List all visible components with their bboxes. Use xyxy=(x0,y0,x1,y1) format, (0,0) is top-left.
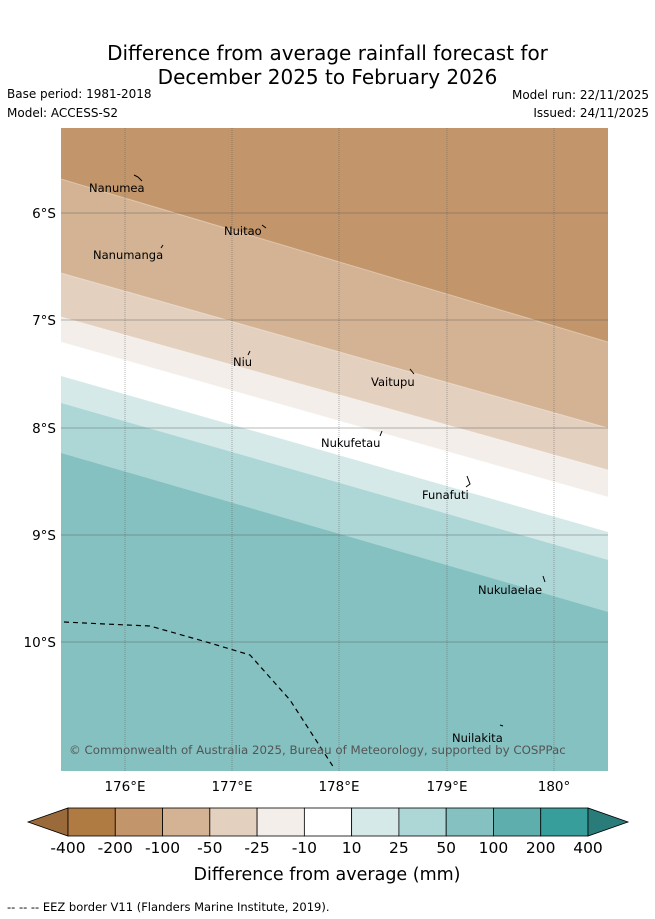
place-label-nanumanga: Nanumanga xyxy=(93,248,163,262)
place-label-niu: Niu xyxy=(233,355,252,369)
colorbar-tick-label: -100 xyxy=(145,839,180,857)
place-label-nukufetau: Nukufetau xyxy=(321,436,380,450)
colorbar-segment xyxy=(114,807,163,837)
colorbar-tick-label: 100 xyxy=(479,839,509,857)
colorbar-tick-label: 400 xyxy=(573,839,603,857)
nukufetau-island-shape xyxy=(379,430,383,437)
x-tick-179: 179°E xyxy=(426,779,467,795)
colorbar-segment xyxy=(493,807,542,837)
place-labels: Nanumea Nuitao Nanumanga Niu Vaitupu Nuk… xyxy=(89,181,542,745)
colorbar-tick-label: -200 xyxy=(98,839,133,857)
colorbar-tick-label: -400 xyxy=(50,839,85,857)
colorbar-tick-label: -25 xyxy=(244,839,269,857)
chart-title-line1: Difference from average rainfall forecas… xyxy=(107,41,548,65)
base-period-text: Base period: 1981-2018 xyxy=(7,87,152,101)
colorbar-segment xyxy=(256,807,305,837)
colorbar xyxy=(26,807,630,837)
place-label-nukulaelae: Nukulaelae xyxy=(478,583,542,597)
nuilakita-island-shape xyxy=(499,724,504,727)
place-label-funafuti: Funafuti xyxy=(422,488,469,502)
colorbar-segment xyxy=(398,807,447,837)
band-minus200-minus100 xyxy=(61,128,608,342)
model-text: Model: ACCESS-S2 xyxy=(7,106,119,120)
funafuti-island-shape xyxy=(465,475,471,488)
niu-island-shape xyxy=(247,350,251,356)
x-tick-176: 176°E xyxy=(104,779,145,795)
issued-text: Issued: 24/11/2025 xyxy=(533,106,649,120)
colorbar-segment xyxy=(67,807,116,837)
y-tick-8s: 8°S xyxy=(32,421,56,437)
graticule xyxy=(61,128,608,771)
x-tick-178: 178°E xyxy=(318,779,359,795)
colorbar-extend-high xyxy=(587,807,630,837)
rainfall-anomaly-map: Nanumea Nuitao Nanumanga Niu Vaitupu Nuk… xyxy=(61,128,608,771)
colorbar-tick-label: -10 xyxy=(292,839,317,857)
nuitao-island-shape xyxy=(261,224,267,229)
y-tick-10s: 10°S xyxy=(24,635,57,651)
axis-ticks: 176°E 177°E 178°E 179°E 180° 6°S 7°S 8°S… xyxy=(24,206,571,795)
place-label-vaitupu: Vaitupu xyxy=(371,375,415,389)
island-outlines xyxy=(133,174,546,727)
y-tick-7s: 7°S xyxy=(32,313,56,329)
x-tick-177: 177°E xyxy=(211,779,252,795)
x-tick-180: 180° xyxy=(538,779,571,795)
nukulaelae-island-shape xyxy=(542,575,546,583)
colorbar-segment xyxy=(445,807,494,837)
colorbar-segment xyxy=(351,807,400,837)
place-label-nuitao: Nuitao xyxy=(224,224,262,238)
colorbar-labels: -400 -200 -100 -50 -25 -10 10 25 50 100 200 400 xyxy=(50,839,602,857)
colorbar-tick-label: 25 xyxy=(389,839,409,857)
attribution-text: © Commonwealth of Australia 2025, Bureau… xyxy=(69,743,566,757)
nanumanga-island-shape xyxy=(160,244,164,249)
colorbar-title: Difference from average (mm) xyxy=(193,865,460,885)
colorbar-tick-label: 10 xyxy=(342,839,362,857)
colorbar-tick-label: 200 xyxy=(526,839,556,857)
colorbar-extend-low xyxy=(26,807,69,837)
colorbar-tick-label: 50 xyxy=(436,839,456,857)
eez-border-line xyxy=(63,621,335,769)
place-label-nuilakita: Nuilakita xyxy=(452,731,503,745)
model-run-text: Model run: 22/11/2025 xyxy=(511,88,649,102)
colorbar-segment xyxy=(209,807,258,837)
y-tick-6s: 6°S xyxy=(32,206,56,222)
y-tick-9s: 9°S xyxy=(32,528,56,544)
chart-title-line2: December 2025 to February 2026 xyxy=(157,65,498,89)
colorbar-segment xyxy=(303,807,353,837)
nanumea-island-shape xyxy=(133,174,143,182)
vaitupu-island-shape xyxy=(409,368,415,375)
colorbar-tick-label: -50 xyxy=(197,839,222,857)
colorbar-segment xyxy=(162,807,211,837)
place-label-nanumea: Nanumea xyxy=(89,181,145,195)
eez-legend-text: -- -- -- EEZ border V11 (Flanders Marine… xyxy=(7,900,329,914)
colorbar-segment xyxy=(540,807,589,837)
